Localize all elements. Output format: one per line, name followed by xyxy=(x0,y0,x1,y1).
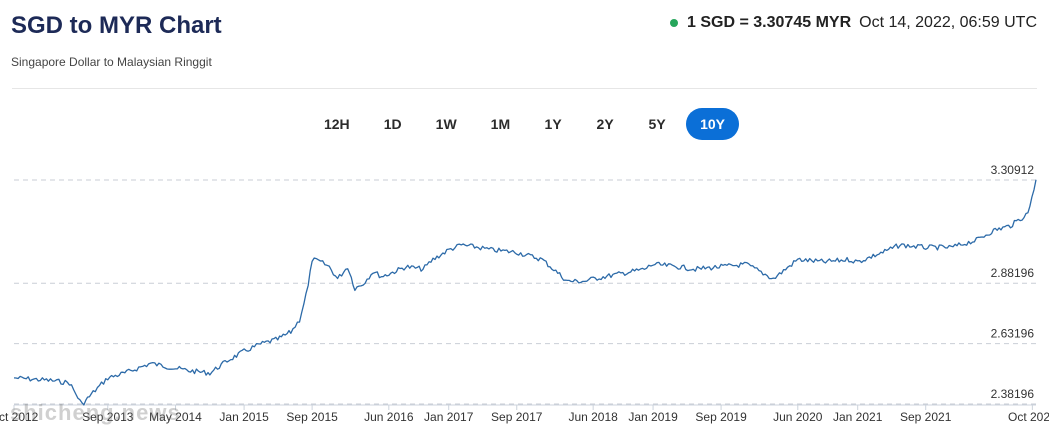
series-line xyxy=(13,179,1037,406)
y-tick-label: 3.30912 xyxy=(991,163,1035,177)
y-tick-label: 2.38196 xyxy=(991,387,1035,401)
x-tick-label: Oct 2012 xyxy=(0,410,39,424)
range-button-10y[interactable]: 10Y xyxy=(686,108,740,140)
x-tick-label: Jun 2018 xyxy=(568,410,618,424)
time-range-selector: 12H 1D 1W 1M 1Y 2Y 5Y 10Y xyxy=(0,108,1049,140)
x-tick-label: Oct 2022 xyxy=(1008,410,1049,424)
x-tick-label: Jan 2017 xyxy=(424,410,474,424)
x-tick-label: Jan 2021 xyxy=(833,410,883,424)
page-subtitle: Singapore Dollar to Malaysian Ringgit xyxy=(11,55,212,69)
x-tick-label: Sep 2013 xyxy=(82,410,134,424)
range-button-1d[interactable]: 1D xyxy=(383,116,402,132)
range-button-1y[interactable]: 1Y xyxy=(544,116,562,132)
y-tick-label: 2.88196 xyxy=(991,266,1035,280)
page-title: SGD to MYR Chart xyxy=(11,12,222,39)
range-button-2y[interactable]: 2Y xyxy=(596,116,614,132)
rate-value: 1 SGD = 3.30745 MYR xyxy=(687,14,852,31)
x-tick-label: Jan 2015 xyxy=(219,410,269,424)
header-divider xyxy=(12,88,1037,89)
range-button-1w[interactable]: 1W xyxy=(435,116,457,132)
x-tick-label: Jan 2019 xyxy=(628,410,678,424)
range-button-1m[interactable]: 1M xyxy=(490,116,511,132)
x-tick-label: Sep 2021 xyxy=(900,410,952,424)
x-tick-label: Sep 2015 xyxy=(286,410,338,424)
y-tick-label: 2.63196 xyxy=(991,327,1035,341)
x-tick-label: Jun 2016 xyxy=(364,410,414,424)
x-tick-label: Sep 2019 xyxy=(695,410,747,424)
x-tick-label: May 2014 xyxy=(149,410,202,424)
range-button-12h[interactable]: 12H xyxy=(323,116,350,132)
rate-readout: 1 SGD = 3.30745 MYR Oct 14, 2022, 06:59 … xyxy=(670,14,1037,32)
rate-timestamp: Oct 14, 2022, 06:59 UTC xyxy=(859,14,1037,31)
x-tick-label: Sep 2017 xyxy=(491,410,543,424)
range-button-5y[interactable]: 5Y xyxy=(648,116,666,132)
live-status-dot-icon xyxy=(670,19,679,27)
x-tick-label: Jun 2020 xyxy=(773,410,823,424)
